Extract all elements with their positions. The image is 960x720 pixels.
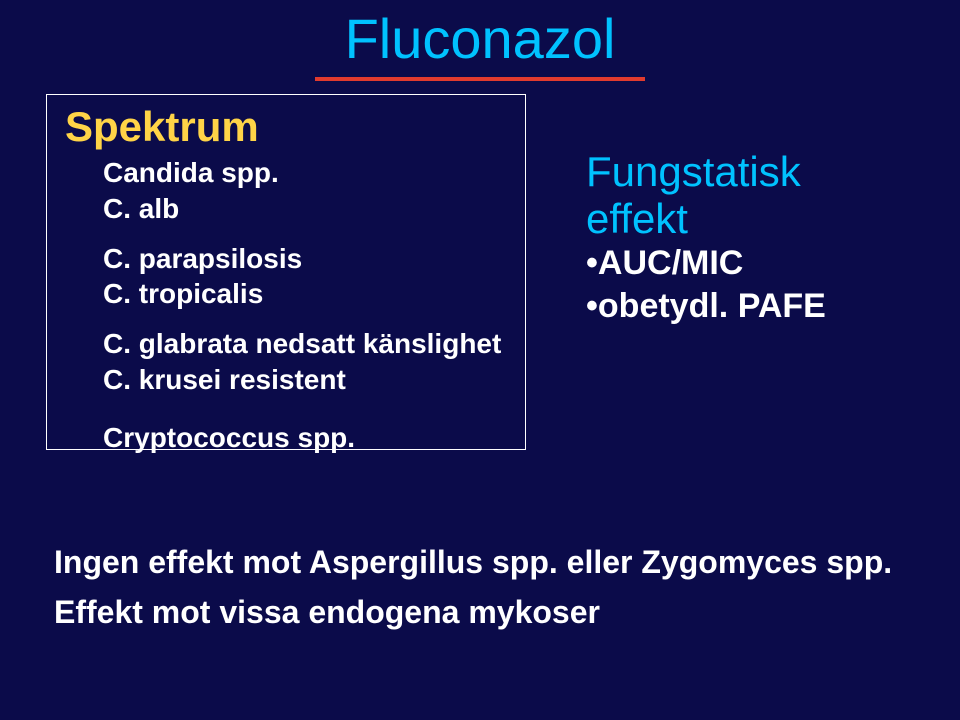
slide-title: Fluconazol <box>345 6 616 77</box>
spectrum-line: C. parapsilosis <box>103 241 507 277</box>
spectrum-box: Spektrum Candida spp. C. alb C. parapsil… <box>46 94 526 450</box>
spectrum-line: Candida spp. <box>103 155 507 191</box>
slide: Fluconazol Spektrum Candida spp. C. alb … <box>0 0 960 720</box>
effect-bullet: •obetydl. PAFE <box>586 285 926 328</box>
effect-heading-line: Fungstatisk <box>586 148 926 195</box>
spectrum-line: C. glabrata nedsatt känslighet <box>103 326 507 362</box>
footer-line: Effekt mot vissa endogena mykoser <box>54 588 914 638</box>
footer-line: Ingen effekt mot Aspergillus spp. eller … <box>54 538 914 588</box>
title-underline <box>315 77 645 81</box>
effect-block: Fungstatisk effekt •AUC/MIC •obetydl. PA… <box>586 148 926 327</box>
spectrum-heading: Spektrum <box>65 103 507 151</box>
footer-notes: Ingen effekt mot Aspergillus spp. eller … <box>54 538 914 637</box>
title-area: Fluconazol <box>0 6 960 81</box>
spectrum-line: C. tropicalis <box>103 276 507 312</box>
spectrum-line: C. alb <box>103 191 507 227</box>
effect-bullet: •AUC/MIC <box>586 242 926 285</box>
spectrum-line: Cryptococcus spp. <box>103 420 507 456</box>
spectrum-line: C. krusei resistent <box>103 362 507 398</box>
effect-heading-line: effekt <box>586 195 926 242</box>
